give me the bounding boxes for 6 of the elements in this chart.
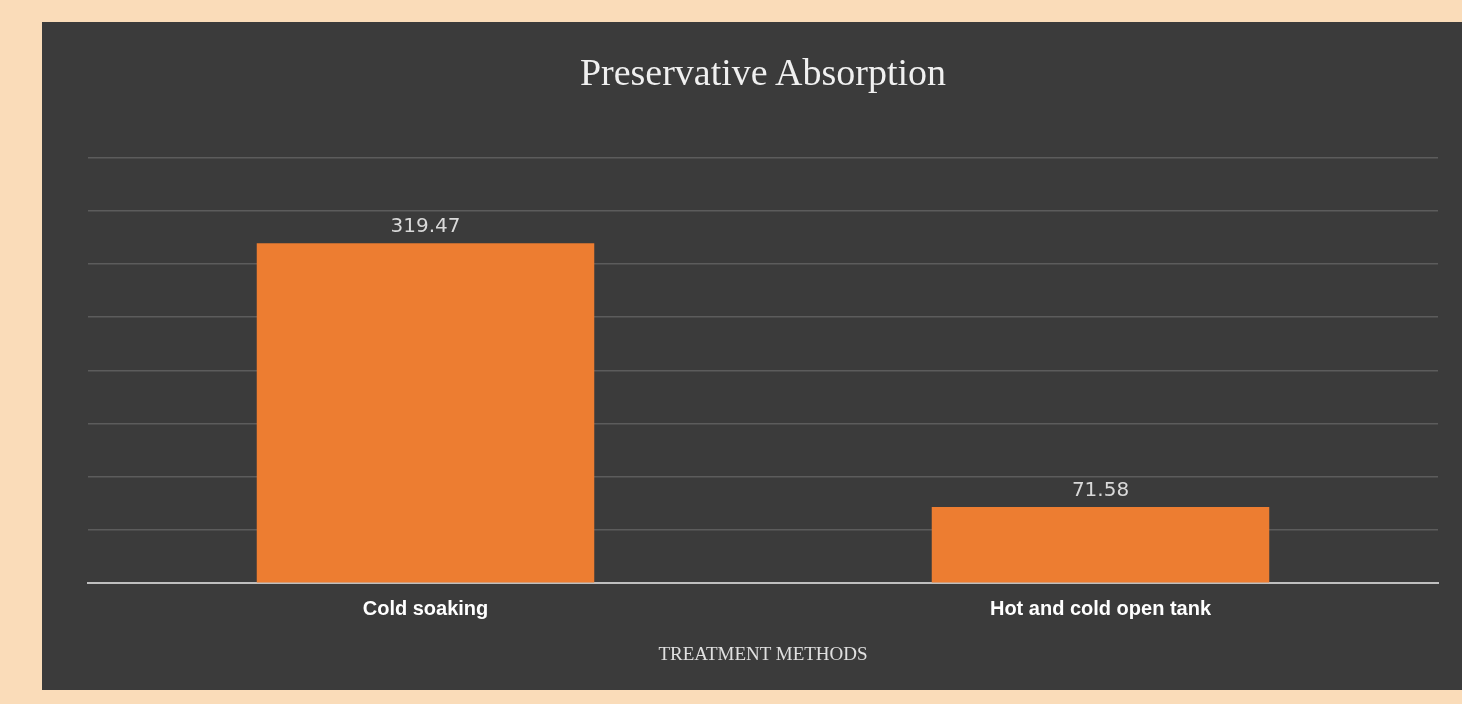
x-axis-title: TREATMENT METHODS — [658, 642, 868, 664]
chart-title: Preservative Absorption — [579, 50, 947, 93]
data-label: 71.58 — [1071, 477, 1130, 502]
x-tick-label: Hot and cold open tank — [989, 596, 1212, 619]
data-label: 319.47 — [390, 213, 461, 238]
x-tick-label: Cold soaking — [362, 596, 489, 619]
